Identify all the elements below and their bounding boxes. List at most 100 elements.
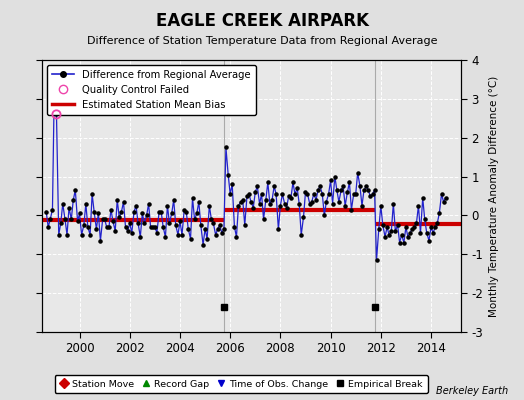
- Point: [145, 200, 153, 207]
- Point: [122, 224, 130, 230]
- Point: [241, 222, 249, 228]
- Point: [90, 208, 99, 215]
- Point: [138, 210, 147, 217]
- Point: [86, 232, 94, 238]
- Point: [130, 208, 138, 215]
- Point: [96, 238, 105, 244]
- Point: [190, 216, 199, 222]
- Point: [203, 236, 211, 242]
- Point: [301, 189, 310, 195]
- Point: [287, 195, 295, 201]
- Point: [408, 226, 417, 232]
- Point: [276, 202, 285, 209]
- Point: [259, 216, 268, 222]
- Point: [63, 232, 71, 238]
- Point: [168, 210, 176, 217]
- Point: [289, 179, 297, 186]
- Point: [152, 230, 161, 236]
- Point: [308, 199, 316, 205]
- Point: [422, 230, 431, 236]
- Point: [136, 234, 145, 240]
- Point: [329, 200, 337, 207]
- Point: [165, 220, 173, 226]
- Point: [397, 232, 406, 238]
- Point: [354, 170, 362, 176]
- Point: [132, 202, 140, 209]
- Point: [101, 216, 109, 222]
- Point: [364, 187, 373, 193]
- Point: [433, 220, 441, 226]
- Point: [134, 220, 142, 226]
- Point: [339, 183, 347, 190]
- Y-axis label: Monthly Temperature Anomaly Difference (°C): Monthly Temperature Anomaly Difference (…: [489, 75, 499, 317]
- Point: [163, 202, 172, 209]
- Point: [394, 222, 402, 228]
- Point: [385, 232, 394, 238]
- Point: [217, 230, 226, 236]
- Legend: Station Move, Record Gap, Time of Obs. Change, Empirical Break: Station Move, Record Gap, Time of Obs. C…: [54, 375, 428, 393]
- Point: [431, 224, 440, 230]
- Point: [360, 187, 368, 193]
- Point: [368, 191, 377, 197]
- Point: [146, 224, 155, 230]
- Point: [421, 216, 429, 222]
- Point: [176, 218, 184, 224]
- Point: [387, 228, 396, 234]
- Point: [75, 210, 84, 217]
- Point: [356, 183, 364, 190]
- Point: [358, 202, 366, 209]
- Point: [297, 232, 305, 238]
- Point: [194, 199, 203, 205]
- Point: [406, 230, 414, 236]
- Point: [347, 206, 356, 213]
- Point: [61, 216, 69, 222]
- Point: [127, 230, 136, 236]
- Point: [234, 202, 243, 209]
- Point: [46, 216, 54, 222]
- Point: [174, 232, 182, 238]
- Point: [341, 202, 350, 209]
- Point: [52, 111, 61, 118]
- Point: [389, 200, 398, 207]
- Point: [379, 222, 387, 228]
- Point: [278, 191, 287, 197]
- Point: [414, 202, 423, 209]
- Text: EAGLE CREEK AIRPARK: EAGLE CREEK AIRPARK: [156, 12, 368, 30]
- Point: [209, 220, 217, 226]
- Legend: Difference from Regional Average, Quality Control Failed, Estimated Station Mean: Difference from Regional Average, Qualit…: [47, 65, 256, 115]
- Point: [282, 204, 291, 211]
- Point: [261, 197, 270, 203]
- Point: [111, 228, 119, 234]
- Point: [419, 195, 427, 201]
- Point: [396, 240, 404, 246]
- Point: [226, 191, 234, 197]
- Point: [115, 214, 124, 220]
- Point: [320, 212, 329, 219]
- Point: [50, 72, 59, 79]
- Point: [161, 234, 170, 240]
- Point: [362, 183, 370, 190]
- Point: [94, 210, 103, 217]
- Point: [352, 191, 360, 197]
- Text: Berkeley Earth: Berkeley Earth: [436, 386, 508, 396]
- Point: [228, 181, 236, 188]
- Point: [184, 226, 192, 232]
- Point: [155, 208, 163, 215]
- Point: [274, 226, 282, 232]
- Point: [105, 224, 113, 230]
- Point: [416, 230, 424, 236]
- Point: [299, 214, 308, 220]
- Point: [157, 208, 166, 215]
- Point: [427, 224, 435, 230]
- Point: [205, 202, 214, 209]
- Point: [222, 144, 230, 151]
- Point: [126, 220, 134, 226]
- Point: [211, 232, 220, 238]
- Point: [412, 220, 421, 226]
- Point: [199, 241, 208, 248]
- Point: [44, 224, 52, 230]
- Point: [291, 191, 299, 197]
- Point: [140, 220, 148, 226]
- Point: [266, 200, 274, 207]
- Point: [247, 199, 255, 205]
